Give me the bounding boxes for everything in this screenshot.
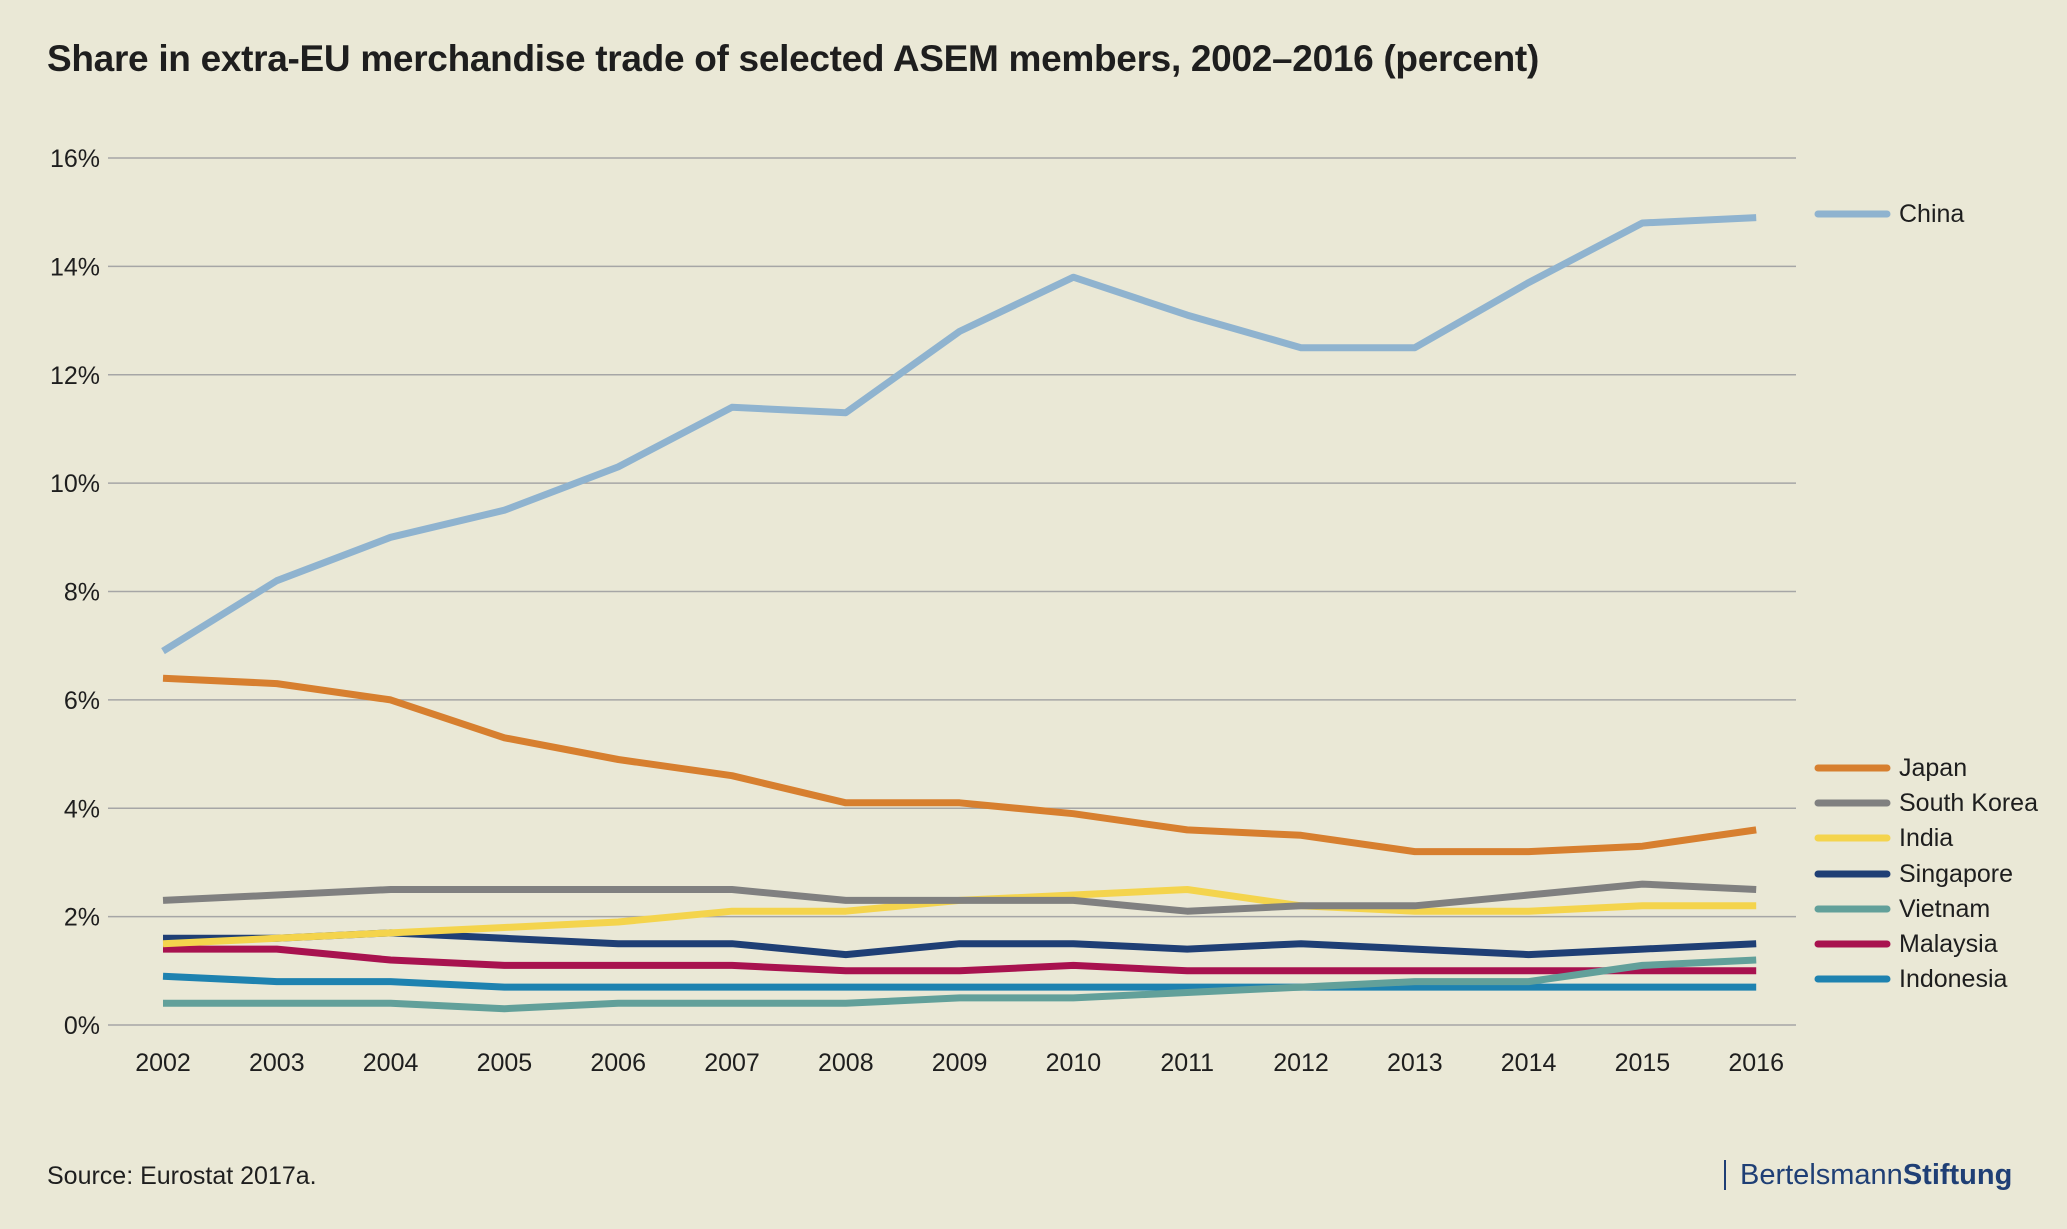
y-tick-label: 8% [64,579,100,607]
x-tick-label: 2009 [932,1049,988,1077]
legend-item-malaysia: Malaysia [1814,930,1998,958]
series-line-vietnam [163,956,1757,1013]
y-axis-ticks: 0% 2% 4% 6% 8% 10% 12% 14% 16% [50,145,100,1040]
y-tick-label: 10% [50,470,100,498]
legend-label: Indonesia [1899,965,2008,993]
y-tick-label: 0% [64,1012,100,1040]
legend-item-indonesia: Indonesia [1814,965,2008,993]
x-tick-label: 2006 [590,1049,646,1077]
legend-item-singapore: Singapore [1814,860,2013,888]
source-note: Source: Eurostat 2017a. [47,1162,317,1190]
x-tick-label: 2012 [1273,1049,1329,1077]
series-line-indonesia [162,972,1757,991]
x-tick-label: 2014 [1501,1049,1557,1077]
legend-item-south-korea: South Korea [1814,789,2038,817]
x-tick-label: 2007 [704,1049,760,1077]
chart-title: Share in extra-EU merchandise trade of s… [47,38,1539,79]
logo-word-bertelsmann: Bertelsmann [1740,1158,1903,1191]
logo-word-stiftung: Stiftung [1902,1158,2013,1191]
legend-label: India [1899,824,1953,852]
x-tick-label: 2003 [249,1049,305,1077]
x-tick-label: 2010 [1046,1049,1102,1077]
series-line-malaysia [163,945,1757,975]
x-tick-label: 2011 [1160,1049,1214,1077]
x-tick-label: 2016 [1728,1049,1784,1077]
y-tick-label: 6% [64,687,100,715]
x-tick-label: 2008 [818,1049,874,1077]
legend-label: South Korea [1899,789,2038,817]
series-line-china [161,214,1757,655]
series-lines [161,214,1757,1013]
y-tick-label: 14% [50,253,100,281]
x-tick-label: 2004 [363,1049,419,1077]
x-tick-label: 2002 [135,1049,191,1077]
series-line-japan [162,674,1757,856]
legend: China Japan South Korea India Singapore Vietn… [1814,200,2038,993]
x-tick-label: 2015 [1615,1049,1671,1077]
x-tick-label: 2013 [1387,1049,1443,1077]
legend-label: Vietnam [1899,895,1990,923]
logo-bar [1724,1160,1726,1190]
y-tick-label: 2% [64,904,100,932]
legend-label: China [1899,200,1964,228]
legend-label: Singapore [1899,860,2013,888]
series-line-south-korea [162,880,1757,915]
y-tick-label: 4% [64,795,100,823]
bertelsmann-stiftung-logo: Bertelsmann Stiftung [1724,1158,2012,1192]
legend-label: Malaysia [1899,930,1998,958]
legend-item-india: India [1814,824,1953,852]
x-tick-label: 2005 [477,1049,533,1077]
series-line-singapore [163,929,1757,959]
legend-item-china: China [1814,200,1964,228]
legend-item-vietnam: Vietnam [1814,895,1990,923]
y-tick-label: 12% [50,362,100,390]
legend-label: Japan [1899,754,1967,782]
legend-item-japan: Japan [1814,754,1967,782]
x-axis-ticks: 2002 2003 2004 2005 2006 2007 2008 2009 2010 2011… [135,1049,1784,1077]
y-tick-label: 16% [50,145,100,173]
